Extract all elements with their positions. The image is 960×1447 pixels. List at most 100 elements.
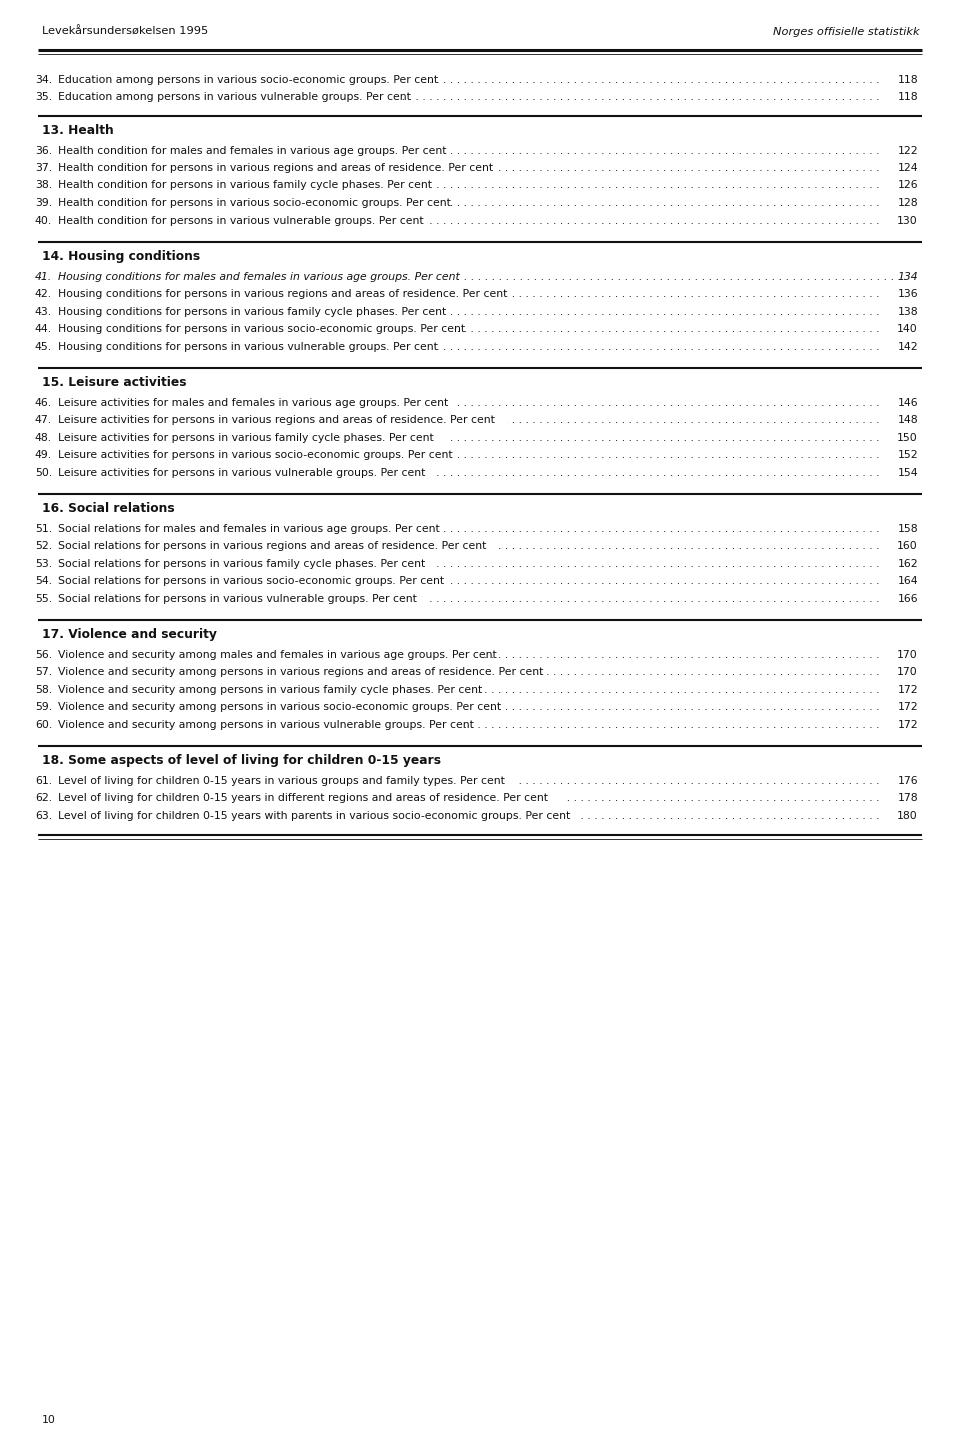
FancyBboxPatch shape [893, 664, 923, 683]
Text: 44.: 44. [35, 324, 52, 334]
Text: . . . . . . . . . . . . . . . . . . . . . . . . . . . . . . . . . . . . . . . . : . . . . . . . . . . . . . . . . . . . . … [58, 776, 883, 786]
Text: Health condition for persons in various vulnerable groups. Per cent: Health condition for persons in various … [58, 216, 423, 226]
Text: 16. Social relations: 16. Social relations [42, 502, 175, 515]
FancyBboxPatch shape [58, 647, 480, 666]
Text: 42.: 42. [35, 289, 52, 300]
Text: . . . . . . . . . . . . . . . . . . . . . . . . . . . . . . . . . . . . . . . . : . . . . . . . . . . . . . . . . . . . . … [58, 198, 883, 208]
Text: 35.: 35. [35, 93, 52, 103]
Text: . . . . . . . . . . . . . . . . . . . . . . . . . . . . . . . . . . . . . . . . : . . . . . . . . . . . . . . . . . . . . … [58, 450, 883, 460]
Text: Health condition for persons in various regions and areas of residence. Per cent: Health condition for persons in various … [58, 164, 493, 174]
FancyBboxPatch shape [893, 573, 923, 592]
Text: . . . . . . . . . . . . . . . . . . . . . . . . . . . . . . . . . . . . . . . . : . . . . . . . . . . . . . . . . . . . . … [58, 75, 883, 85]
Text: . . . . . . . . . . . . . . . . . . . . . . . . . . . . . . . . . . . . . . . . : . . . . . . . . . . . . . . . . . . . . … [58, 467, 883, 478]
Text: Social relations for males and females in various age groups. Per cent: Social relations for males and females i… [58, 524, 440, 534]
FancyBboxPatch shape [58, 716, 464, 735]
FancyBboxPatch shape [58, 304, 447, 323]
FancyBboxPatch shape [893, 269, 923, 287]
FancyBboxPatch shape [893, 807, 923, 826]
FancyBboxPatch shape [893, 521, 923, 538]
Text: Level of living for children 0-15 years with parents in various socio-economic g: Level of living for children 0-15 years … [58, 810, 570, 820]
FancyBboxPatch shape [58, 556, 437, 574]
Text: Level of living for children 0-15 years in various groups and family types. Per : Level of living for children 0-15 years … [58, 776, 505, 786]
Text: 124: 124 [898, 164, 918, 174]
Text: 166: 166 [898, 593, 918, 603]
Text: . . . . . . . . . . . . . . . . . . . . . . . . . . . . . . . . . . . . . . . . : . . . . . . . . . . . . . . . . . . . . … [58, 398, 883, 408]
Text: 176: 176 [898, 776, 918, 786]
FancyBboxPatch shape [893, 90, 923, 109]
Text: 10: 10 [42, 1415, 56, 1425]
Text: 140: 140 [898, 324, 918, 334]
Text: 162: 162 [898, 559, 918, 569]
FancyBboxPatch shape [58, 195, 447, 214]
Text: . . . . . . . . . . . . . . . . . . . . . . . . . . . . . . . . . . . . . . . . : . . . . . . . . . . . . . . . . . . . . … [58, 702, 883, 712]
Text: 61.: 61. [35, 776, 52, 786]
Text: 53.: 53. [35, 559, 52, 569]
FancyBboxPatch shape [893, 647, 923, 666]
Text: 172: 172 [898, 719, 918, 729]
Text: Social relations for persons in various socio-economic groups. Per cent: Social relations for persons in various … [58, 576, 444, 586]
Text: 62.: 62. [35, 793, 52, 803]
Text: 57.: 57. [35, 667, 52, 677]
FancyBboxPatch shape [58, 321, 459, 340]
Text: . . . . . . . . . . . . . . . . . . . . . . . . . . . . . . . . . . . . . . . . : . . . . . . . . . . . . . . . . . . . . … [58, 181, 883, 191]
FancyBboxPatch shape [58, 287, 507, 304]
Text: 118: 118 [898, 75, 918, 85]
Text: 128: 128 [898, 198, 918, 208]
FancyBboxPatch shape [893, 790, 923, 809]
Text: 40.: 40. [35, 216, 52, 226]
Text: Level of living for children 0-15 years in different regions and areas of reside: Level of living for children 0-15 years … [58, 793, 548, 803]
Text: 170: 170 [898, 650, 918, 660]
Text: 154: 154 [898, 467, 918, 478]
Text: 39.: 39. [35, 198, 52, 208]
FancyBboxPatch shape [58, 161, 496, 178]
FancyBboxPatch shape [893, 773, 923, 792]
Text: 48.: 48. [35, 433, 52, 443]
FancyBboxPatch shape [58, 269, 453, 287]
FancyBboxPatch shape [893, 430, 923, 449]
FancyBboxPatch shape [58, 142, 443, 161]
Text: Leisure activities for persons in various vulnerable groups. Per cent: Leisure activities for persons in variou… [58, 467, 425, 478]
Text: 126: 126 [898, 181, 918, 191]
Text: 60.: 60. [35, 719, 52, 729]
FancyBboxPatch shape [58, 699, 486, 718]
Text: . . . . . . . . . . . . . . . . . . . . . . . . . . . . . . . . . . . . . . . . : . . . . . . . . . . . . . . . . . . . . … [58, 793, 883, 803]
FancyBboxPatch shape [58, 72, 420, 91]
Text: . . . . . . . . . . . . . . . . . . . . . . . . . . . . . . . . . . . . . . . . : . . . . . . . . . . . . . . . . . . . . … [58, 593, 883, 603]
Text: . . . . . . . . . . . . . . . . . . . . . . . . . . . . . . . . . . . . . . . . : . . . . . . . . . . . . . . . . . . . . … [58, 433, 883, 443]
FancyBboxPatch shape [58, 538, 496, 557]
Text: 59.: 59. [35, 702, 52, 712]
Text: 34.: 34. [35, 75, 52, 85]
Text: . . . . . . . . . . . . . . . . . . . . . . . . . . . . . . . . . . . . . . . . : . . . . . . . . . . . . . . . . . . . . … [58, 146, 883, 155]
Text: Housing conditions for persons in various family cycle phases. Per cent: Housing conditions for persons in variou… [58, 307, 446, 317]
Text: 138: 138 [898, 307, 918, 317]
Text: 58.: 58. [35, 684, 52, 695]
Text: 54.: 54. [35, 576, 52, 586]
FancyBboxPatch shape [58, 430, 447, 449]
Text: Leisure activities for persons in various regions and areas of residence. Per ce: Leisure activities for persons in variou… [58, 415, 494, 425]
FancyBboxPatch shape [893, 72, 923, 91]
Text: 122: 122 [898, 146, 918, 155]
Text: Health condition for males and females in various age groups. Per cent: Health condition for males and females i… [58, 146, 446, 155]
Text: . . . . . . . . . . . . . . . . . . . . . . . . . . . . . . . . . . . . . . . . : . . . . . . . . . . . . . . . . . . . . … [58, 667, 883, 677]
Text: Housing conditions for males and females in various age groups. Per cent: Housing conditions for males and females… [58, 272, 460, 282]
Text: Social relations for persons in various family cycle phases. Per cent: Social relations for persons in various … [58, 559, 425, 569]
FancyBboxPatch shape [893, 538, 923, 557]
Text: 14. Housing conditions: 14. Housing conditions [42, 250, 200, 263]
Text: 134: 134 [898, 272, 918, 282]
Text: 18. Some aspects of level of living for children 0-15 years: 18. Some aspects of level of living for … [42, 754, 441, 767]
FancyBboxPatch shape [893, 321, 923, 340]
Text: 50.: 50. [35, 467, 52, 478]
Text: . . . . . . . . . . . . . . . . . . . . . . . . . . . . . . . . . . . . . . . . : . . . . . . . . . . . . . . . . . . . . … [58, 272, 898, 282]
FancyBboxPatch shape [893, 304, 923, 323]
FancyBboxPatch shape [893, 142, 923, 161]
Text: 150: 150 [898, 433, 918, 443]
Text: 52.: 52. [35, 541, 52, 551]
Text: Housing conditions for persons in various vulnerable groups. Per cent: Housing conditions for persons in variou… [58, 341, 438, 352]
Text: Social relations for persons in various vulnerable groups. Per cent: Social relations for persons in various … [58, 593, 417, 603]
FancyBboxPatch shape [58, 790, 566, 809]
Text: 36.: 36. [35, 146, 52, 155]
FancyBboxPatch shape [58, 178, 437, 195]
FancyBboxPatch shape [58, 464, 437, 483]
Text: . . . . . . . . . . . . . . . . . . . . . . . . . . . . . . . . . . . . . . . . : . . . . . . . . . . . . . . . . . . . . … [58, 324, 883, 334]
FancyBboxPatch shape [893, 213, 923, 232]
